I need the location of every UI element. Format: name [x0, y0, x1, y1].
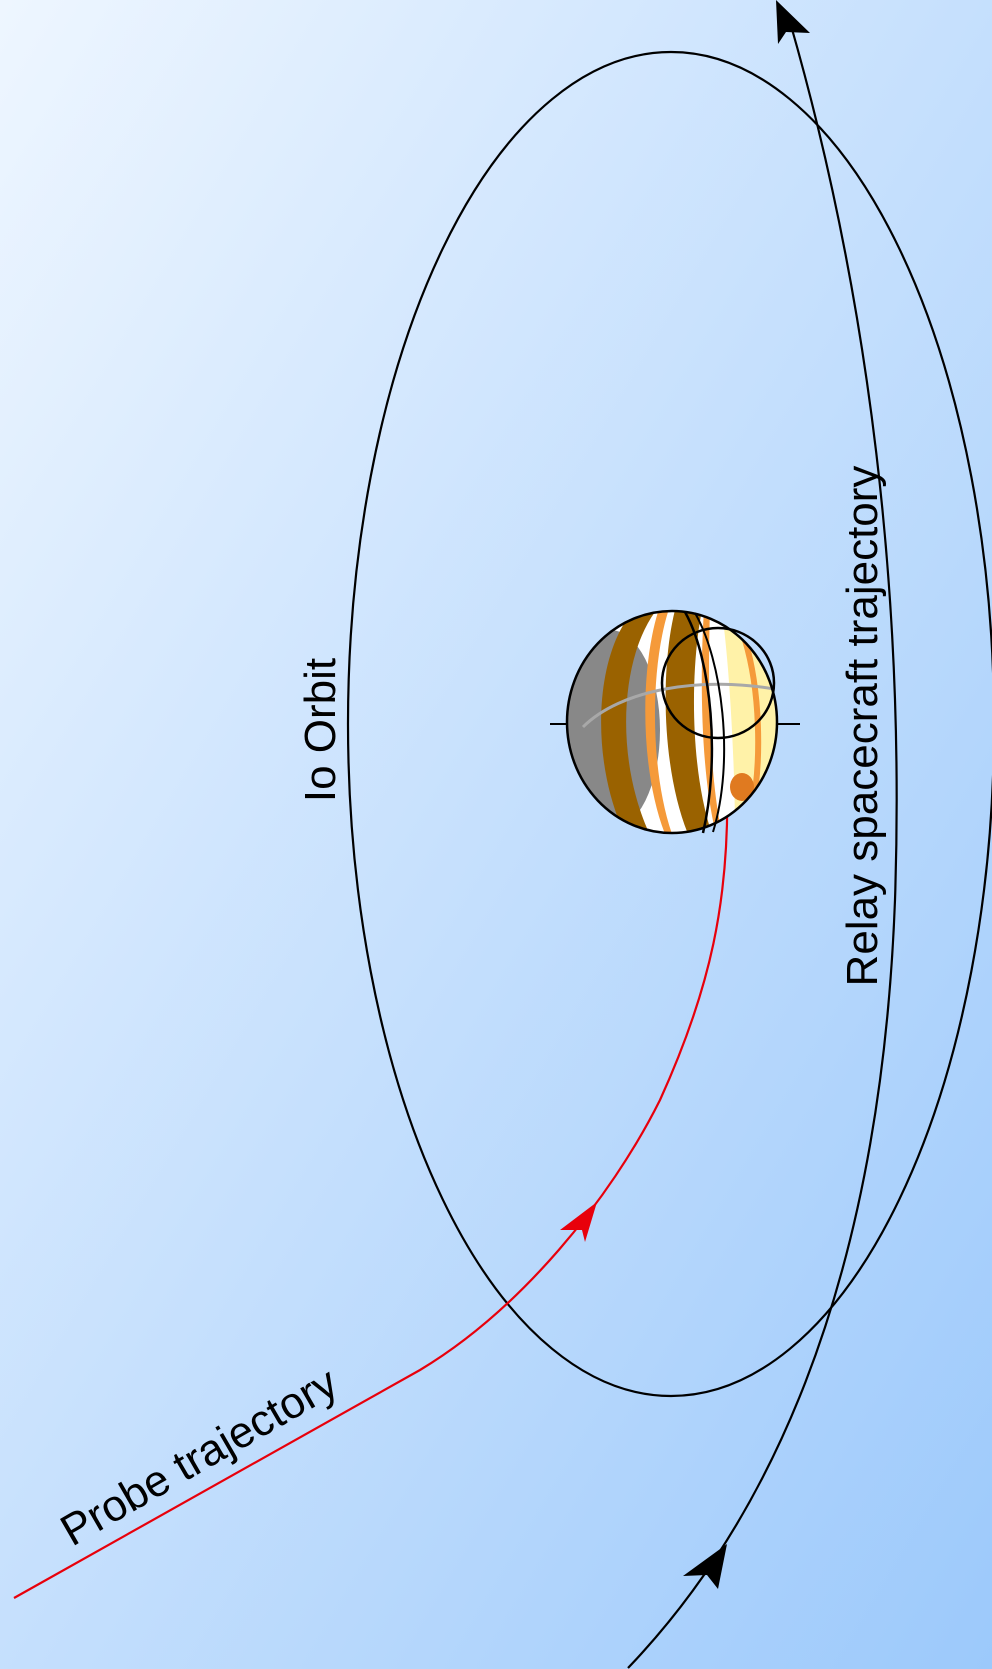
- relay-arrowhead-top: [776, 0, 810, 44]
- probe-trajectory-path: [13, 779, 729, 1599]
- probe-arrowhead: [560, 1202, 597, 1242]
- relay-trajectory-label: Relay spacecraft trajectory: [838, 466, 887, 987]
- relay-trajectory-path: [627, 21, 898, 1669]
- relay-arrowhead-bottom: [683, 1544, 727, 1589]
- planet-band: [665, 611, 712, 833]
- planet-equator-line: [581, 682, 777, 729]
- planet-band: [601, 612, 655, 833]
- planet-meridian: [694, 612, 726, 833]
- moon-io-outline: [660, 626, 776, 740]
- io-orbit-ellipse: [346, 51, 992, 1397]
- great-red-spot: [730, 773, 754, 801]
- planet-band: [701, 611, 722, 833]
- planet-outline: [565, 609, 779, 835]
- planet-band: [645, 612, 672, 833]
- io-orbit-label: Io Orbit: [296, 658, 345, 802]
